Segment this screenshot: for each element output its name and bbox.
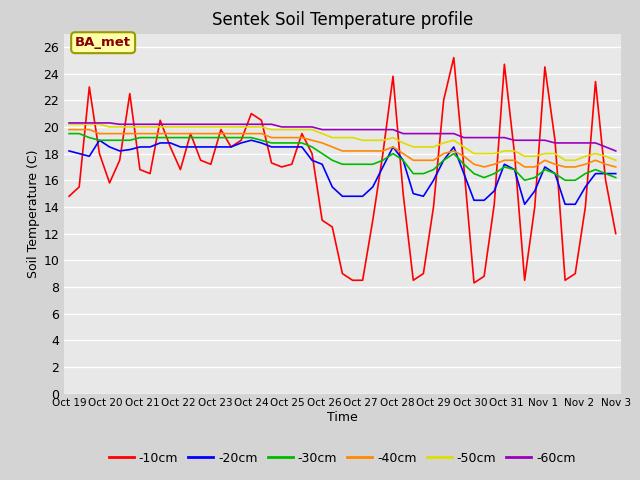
- X-axis label: Time: Time: [327, 411, 358, 424]
- Title: Sentek Soil Temperature profile: Sentek Soil Temperature profile: [212, 11, 473, 29]
- Legend: -10cm, -20cm, -30cm, -40cm, -50cm, -60cm: -10cm, -20cm, -30cm, -40cm, -50cm, -60cm: [104, 447, 581, 469]
- Y-axis label: Soil Temperature (C): Soil Temperature (C): [28, 149, 40, 278]
- Text: BA_met: BA_met: [75, 36, 131, 49]
